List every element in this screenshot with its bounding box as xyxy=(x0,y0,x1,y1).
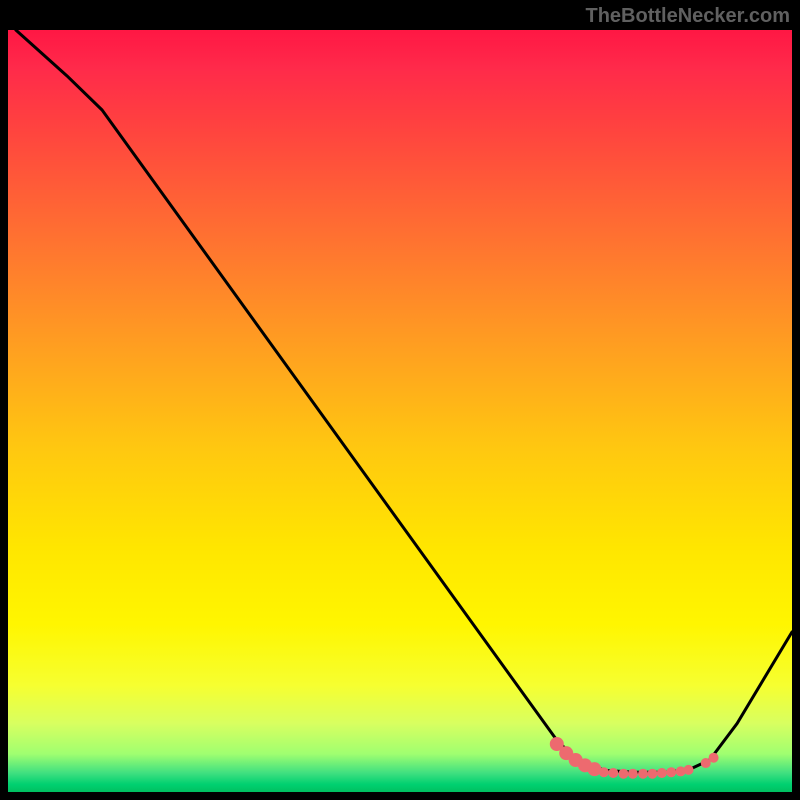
curve-marker xyxy=(647,769,657,779)
watermark-text: TheBottleNecker.com xyxy=(585,5,790,28)
curve-marker xyxy=(638,769,648,779)
curve-marker xyxy=(608,768,618,778)
curve-marker xyxy=(657,768,667,778)
curve-marker xyxy=(599,767,609,777)
curve-marker xyxy=(666,767,676,777)
curve-marker xyxy=(684,765,694,775)
chart-canvas xyxy=(0,0,800,800)
curve-marker xyxy=(628,769,638,779)
curve-marker xyxy=(618,769,628,779)
curve-marker xyxy=(709,753,719,763)
